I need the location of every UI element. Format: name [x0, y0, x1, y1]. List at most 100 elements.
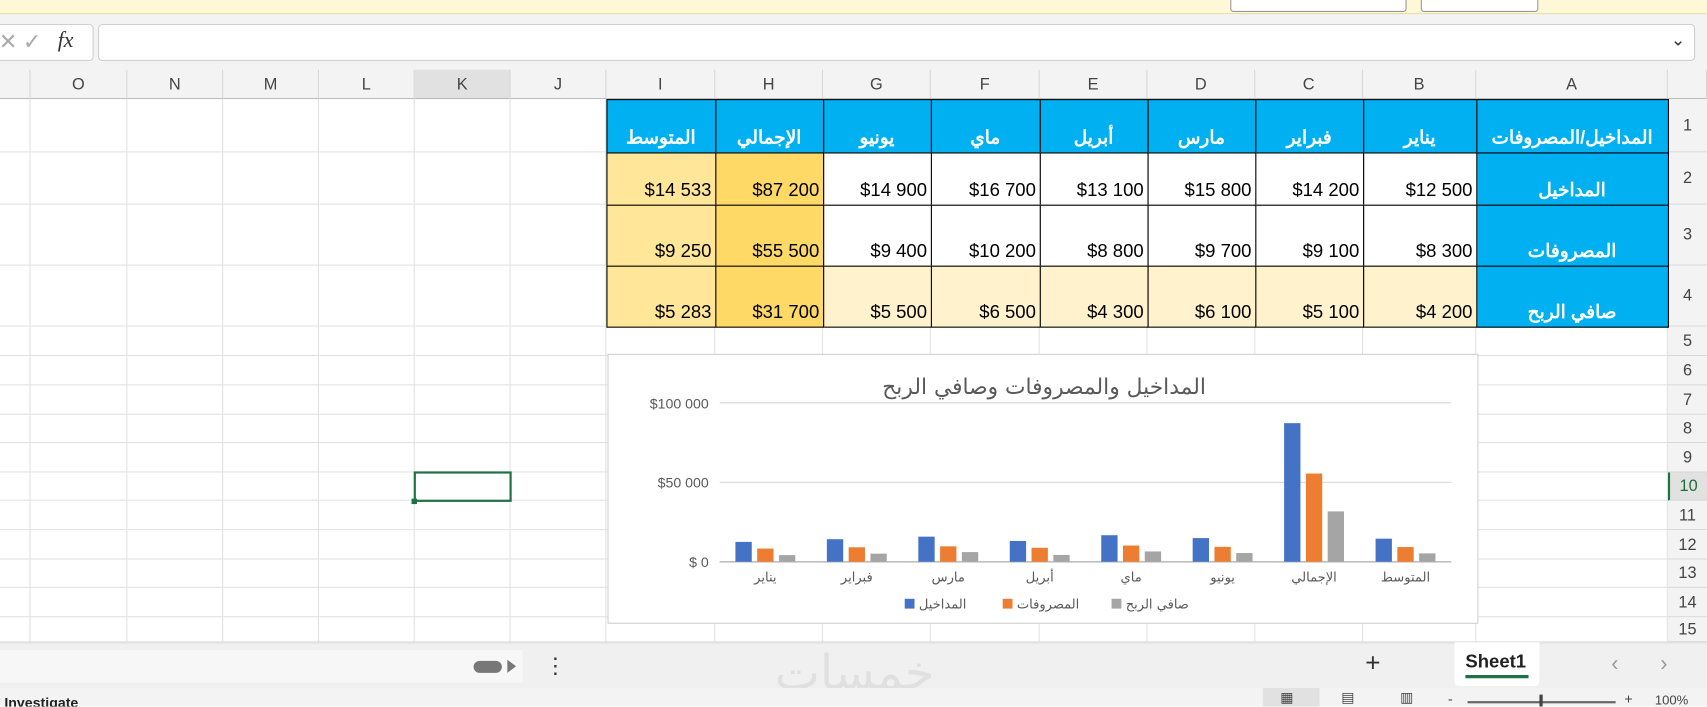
cell[interactable]	[223, 472, 319, 501]
cell[interactable]	[223, 265, 319, 327]
column-header-a[interactable]: A	[1476, 69, 1668, 100]
value-cell[interactable]: $10 200	[930, 204, 1041, 267]
cell[interactable]	[510, 530, 607, 560]
horizontal-scrollbar[interactable]	[0, 649, 523, 683]
prev-sheet-icon[interactable]: ‹	[1611, 652, 1619, 677]
cell[interactable]	[0, 530, 31, 560]
row-header-11[interactable]: 11	[1667, 500, 1707, 531]
cell[interactable]	[127, 530, 224, 560]
cell[interactable]	[223, 326, 319, 357]
cell[interactable]	[223, 530, 319, 560]
value-cell[interactable]: $4 300	[1039, 265, 1149, 328]
cell[interactable]	[510, 265, 607, 327]
cell[interactable]	[0, 265, 31, 327]
cell[interactable]	[127, 265, 224, 327]
value-cell[interactable]: $15 800	[1146, 151, 1256, 206]
row-header-5[interactable]: 5	[1667, 326, 1707, 357]
table-header-cell[interactable]: المتوسط	[605, 98, 716, 153]
cell[interactable]	[127, 443, 224, 473]
column-header-f[interactable]: F	[930, 69, 1040, 100]
column-header-d[interactable]: D	[1147, 69, 1256, 100]
cell[interactable]	[30, 559, 128, 588]
cell[interactable]	[30, 500, 128, 531]
next-sheet-icon[interactable]: ›	[1660, 652, 1668, 677]
cell[interactable]	[127, 414, 224, 444]
row-header-10[interactable]: 10	[1667, 472, 1707, 501]
cell[interactable]	[414, 385, 511, 415]
row-label-cell[interactable]: صافي الربح	[1475, 265, 1669, 328]
zoom-slider-thumb[interactable]	[1539, 694, 1543, 707]
row-header-7[interactable]: 7	[1667, 385, 1707, 415]
page-break-view-icon[interactable]: ▥	[1400, 689, 1414, 706]
check-icon[interactable]: ✓	[22, 30, 42, 55]
cell[interactable]	[1476, 414, 1668, 444]
value-cell[interactable]: $16 700	[930, 151, 1041, 206]
cell[interactable]	[223, 617, 319, 643]
cell[interactable]	[606, 326, 716, 357]
fill-handle[interactable]	[411, 498, 417, 505]
cell[interactable]	[127, 152, 224, 205]
row-header-2[interactable]: 2	[1667, 152, 1707, 205]
column-header-m[interactable]: M	[223, 69, 319, 100]
cell[interactable]	[0, 587, 31, 618]
cell[interactable]	[414, 559, 511, 588]
cell[interactable]	[510, 414, 607, 444]
value-cell[interactable]: $5 100	[1254, 265, 1364, 328]
value-cell[interactable]: $14 533	[605, 151, 716, 206]
cell[interactable]	[715, 326, 824, 357]
cell[interactable]	[930, 326, 1040, 357]
table-header-cell[interactable]: ماي	[930, 98, 1041, 153]
cell[interactable]	[0, 99, 31, 153]
cell[interactable]	[318, 617, 415, 643]
cell[interactable]	[318, 414, 415, 444]
cell[interactable]	[318, 265, 415, 327]
cell[interactable]	[30, 326, 128, 357]
cell[interactable]	[414, 326, 511, 357]
cell[interactable]	[318, 326, 415, 357]
row-label-cell[interactable]: المداخيل	[1475, 151, 1669, 206]
column-header-n[interactable]: N	[127, 69, 224, 100]
cell[interactable]	[510, 99, 607, 153]
cell[interactable]	[223, 587, 319, 618]
column-header-k[interactable]: K	[414, 69, 511, 100]
cell[interactable]	[127, 385, 224, 415]
notification-dismiss-button[interactable]	[1420, 0, 1539, 12]
cell[interactable]	[223, 559, 319, 588]
value-cell[interactable]: $8 800	[1039, 204, 1149, 267]
cell[interactable]	[223, 99, 319, 153]
cell[interactable]	[414, 99, 511, 153]
cell[interactable]	[606, 617, 716, 643]
cell[interactable]	[0, 443, 31, 473]
cell[interactable]	[127, 99, 224, 153]
table-header-cell[interactable]: يونيو	[822, 98, 932, 153]
value-cell[interactable]: $5 500	[822, 265, 932, 328]
cell[interactable]	[30, 152, 128, 205]
cell[interactable]	[0, 414, 31, 444]
cell[interactable]	[127, 326, 224, 357]
row-header-15[interactable]: 15	[1667, 617, 1707, 643]
cell[interactable]	[30, 204, 128, 266]
notification-button[interactable]	[1230, 0, 1407, 12]
cell[interactable]	[318, 385, 415, 415]
cell[interactable]	[1039, 326, 1148, 357]
cell[interactable]	[127, 587, 224, 618]
value-cell[interactable]: $4 200	[1362, 265, 1477, 328]
cell[interactable]	[318, 204, 415, 266]
cell[interactable]	[414, 414, 511, 444]
cell[interactable]	[414, 530, 511, 560]
row-header-13[interactable]: 13	[1667, 559, 1707, 588]
normal-view-button[interactable]: ▦	[1262, 688, 1320, 707]
cell[interactable]	[1476, 385, 1668, 415]
cell[interactable]	[0, 326, 31, 357]
cell[interactable]	[318, 152, 415, 205]
value-cell[interactable]: $6 100	[1146, 265, 1256, 328]
cell[interactable]	[223, 500, 319, 531]
cell[interactable]	[1147, 617, 1256, 643]
row-header-3[interactable]: 3	[1667, 204, 1707, 266]
cell[interactable]	[30, 530, 128, 560]
cell[interactable]	[127, 472, 224, 501]
value-cell[interactable]: $13 100	[1039, 151, 1149, 206]
cell[interactable]	[1476, 472, 1668, 501]
cell[interactable]	[715, 617, 824, 643]
cell[interactable]	[823, 617, 931, 643]
